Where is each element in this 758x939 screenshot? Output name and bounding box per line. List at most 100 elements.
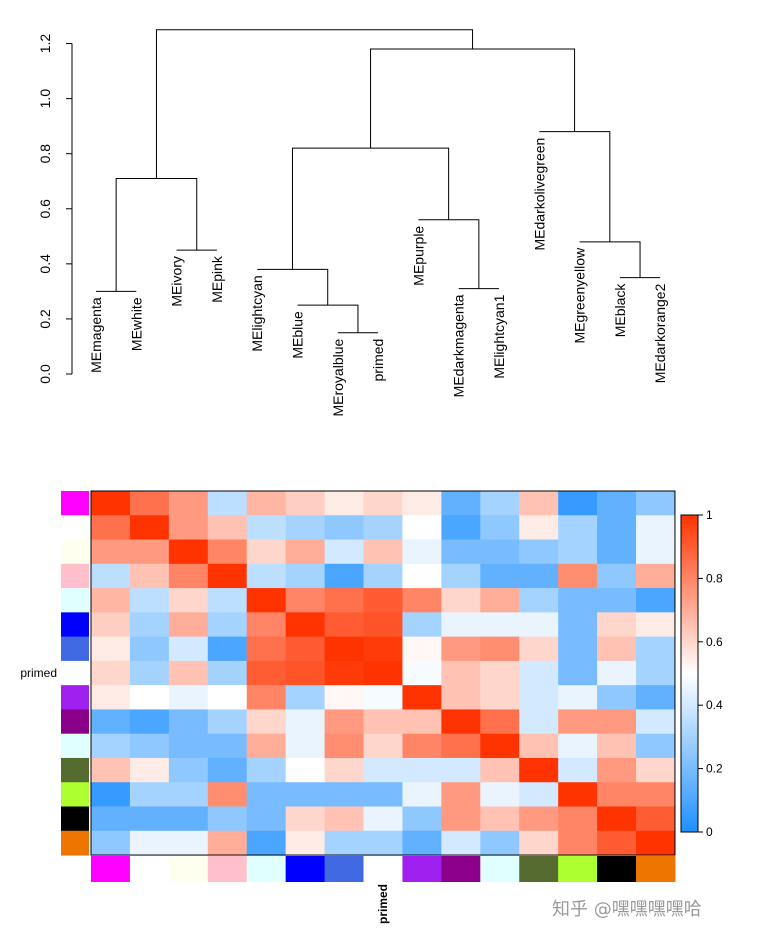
col-side-color bbox=[558, 856, 598, 882]
leaf-label: MEpurple bbox=[410, 226, 426, 286]
heatmap-cell bbox=[324, 539, 365, 565]
dendrogram-branches bbox=[96, 29, 661, 334]
col-side-color bbox=[636, 856, 676, 882]
leaf-label: MEdarkorange2 bbox=[652, 283, 668, 383]
row-side-color bbox=[61, 830, 89, 856]
heatmap-cell bbox=[285, 539, 326, 565]
colorbar: 0 0.2 0.4 0.6 0.8 1 bbox=[680, 508, 723, 839]
leaf-label: MEdarkolivegreen bbox=[531, 138, 547, 251]
col-side-color bbox=[246, 856, 287, 882]
heatmap-cell bbox=[285, 612, 326, 638]
heatmap-cell bbox=[363, 539, 403, 565]
heatmap-cell bbox=[129, 733, 170, 759]
heatmap-cell bbox=[636, 709, 676, 735]
row-side-color bbox=[61, 612, 89, 638]
heatmap-cell bbox=[129, 588, 170, 613]
heatmap-cell bbox=[285, 491, 326, 516]
heatmap-cell bbox=[636, 612, 676, 638]
heatmap-cell bbox=[402, 491, 442, 516]
heatmap-cell bbox=[363, 830, 403, 856]
leaf-label: MEblue bbox=[290, 311, 306, 359]
heatmap-col-label: primed bbox=[376, 884, 390, 924]
heatmap-cell bbox=[246, 830, 287, 856]
heatmap-cell bbox=[324, 612, 365, 638]
row-side-color bbox=[61, 588, 89, 613]
heatmap-cell bbox=[558, 515, 598, 541]
heatmap-cell bbox=[480, 709, 520, 735]
heatmap-cell bbox=[519, 830, 559, 856]
heatmap-cell bbox=[246, 588, 287, 613]
heatmap-cell bbox=[324, 588, 365, 613]
heatmap-cell bbox=[363, 588, 403, 613]
row-side-color bbox=[61, 782, 89, 808]
heatmap-cell bbox=[168, 685, 209, 710]
row-side-color bbox=[61, 636, 89, 662]
heatmap-cell bbox=[285, 782, 326, 808]
y-tick-label: 0.8 bbox=[37, 144, 53, 164]
heatmap-cell bbox=[441, 515, 481, 541]
colorbar-tick-label: 0.8 bbox=[706, 571, 723, 585]
heatmap-cell bbox=[597, 612, 637, 638]
heatmap-cell bbox=[441, 491, 481, 516]
y-tick-label: 0.4 bbox=[37, 254, 53, 274]
heatmap-cell bbox=[324, 515, 365, 541]
heatmap-cell bbox=[91, 563, 131, 589]
heatmap-cell bbox=[441, 782, 481, 808]
heatmap-cell bbox=[207, 563, 248, 589]
heatmap-cell bbox=[246, 491, 287, 516]
heatmap-cell bbox=[636, 636, 676, 662]
heatmap-cell bbox=[597, 685, 637, 710]
heatmap-cell bbox=[480, 588, 520, 613]
heatmap-cell bbox=[363, 806, 403, 832]
row-side-color bbox=[61, 563, 89, 589]
dendrogram-branch bbox=[115, 177, 198, 292]
y-tick-label: 0.6 bbox=[37, 199, 53, 219]
heatmap-cell bbox=[519, 491, 559, 516]
heatmap-cell bbox=[402, 660, 442, 686]
heatmap-cell bbox=[519, 733, 559, 759]
heatmap-cell bbox=[441, 660, 481, 686]
heatmap-cell bbox=[636, 539, 676, 565]
heatmap-cell bbox=[129, 830, 170, 856]
heatmap-cell bbox=[363, 612, 403, 638]
dendrogram-branch bbox=[297, 304, 359, 333]
heatmap-cell bbox=[402, 757, 442, 783]
heatmap-cell bbox=[324, 830, 365, 856]
leaf-label: MEblack bbox=[612, 283, 628, 338]
heatmap-cell bbox=[207, 539, 248, 565]
heatmap-cell bbox=[91, 491, 131, 516]
y-tick-label: 0.0 bbox=[37, 364, 53, 384]
dendrogram-branch bbox=[418, 219, 480, 289]
dendrogram-branch bbox=[370, 48, 576, 149]
heatmap-cell bbox=[285, 830, 326, 856]
y-tick-label: 0.2 bbox=[37, 309, 53, 329]
heatmap-cell bbox=[636, 782, 676, 808]
heatmap-cell bbox=[285, 563, 326, 589]
dendrogram-y-ticks: 0.0 0.2 0.4 0.6 0.8 1.0 1.2 bbox=[37, 34, 72, 384]
heatmap-cell bbox=[519, 757, 559, 783]
heatmap-cell bbox=[129, 491, 170, 516]
heatmap-cell bbox=[363, 515, 403, 541]
colorbar-tick-label: 0.2 bbox=[706, 762, 723, 776]
heatmap-cell bbox=[519, 806, 559, 832]
heatmap-cell bbox=[363, 685, 403, 710]
heatmap-cell bbox=[402, 588, 442, 613]
heatmap-cell bbox=[285, 660, 326, 686]
heatmap-cell bbox=[129, 806, 170, 832]
heatmap-border bbox=[90, 490, 676, 856]
heatmap-cell bbox=[168, 588, 209, 613]
heatmap-cell bbox=[129, 757, 170, 783]
heatmap-cell bbox=[441, 806, 481, 832]
heatmap-cell bbox=[129, 660, 170, 686]
heatmap-cell bbox=[168, 709, 209, 735]
dendrogram-branch bbox=[155, 29, 474, 179]
heatmap-cell bbox=[636, 806, 676, 832]
heatmap-cell bbox=[168, 491, 209, 516]
heatmap-cell bbox=[324, 563, 365, 589]
heatmap-cell bbox=[91, 515, 131, 541]
heatmap-cell bbox=[91, 757, 131, 783]
heatmap-cell bbox=[91, 539, 131, 565]
heatmap-cell bbox=[558, 830, 598, 856]
heatmap-cell bbox=[246, 660, 287, 686]
heatmap-cell bbox=[480, 733, 520, 759]
